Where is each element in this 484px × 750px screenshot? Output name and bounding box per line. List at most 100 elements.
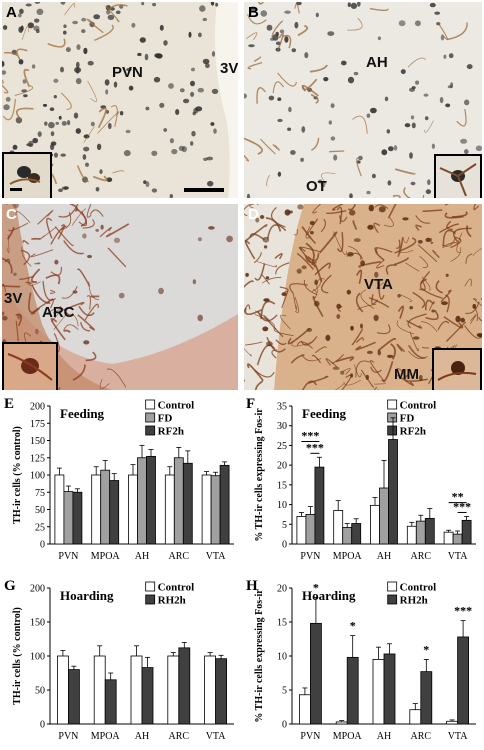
inset-b xyxy=(434,154,482,198)
cell-nucleus xyxy=(169,138,174,144)
bar xyxy=(452,533,463,545)
region-label-pvn: PVN xyxy=(112,64,143,81)
fiber xyxy=(478,316,482,322)
cell-nucleus xyxy=(60,2,66,5)
cell-nucleus xyxy=(384,96,389,102)
cell-nucleus xyxy=(367,224,374,230)
cell-nucleus xyxy=(61,186,68,190)
cell-nucleus xyxy=(268,95,275,101)
fiber xyxy=(336,232,344,253)
fiber xyxy=(423,289,443,299)
y-tick-label: 150 xyxy=(30,618,45,629)
cell-nucleus xyxy=(460,138,468,144)
cell-nucleus xyxy=(108,122,112,130)
legend-swatch xyxy=(387,399,398,410)
cell-nucleus xyxy=(81,17,87,22)
panel-label-a: A xyxy=(6,4,17,21)
fiber xyxy=(370,366,382,373)
fiber xyxy=(8,222,29,232)
inset-a xyxy=(2,152,52,198)
cell-nucleus xyxy=(291,48,297,53)
fiber xyxy=(396,343,406,353)
cell-nucleus xyxy=(63,30,67,35)
cell-nucleus xyxy=(356,160,361,164)
fiber xyxy=(247,14,267,25)
fiber xyxy=(86,204,92,218)
inset-c xyxy=(2,342,58,390)
scale-bar-main xyxy=(184,188,224,192)
cell-nucleus xyxy=(336,314,341,319)
cell-nucleus xyxy=(42,103,48,107)
fiber xyxy=(2,311,5,317)
cell-nucleus xyxy=(368,204,374,212)
cell-nucleus xyxy=(50,141,57,146)
cell-nucleus xyxy=(443,54,447,59)
cell-nucleus xyxy=(418,374,423,382)
y-tick-label: 200 xyxy=(30,584,45,595)
cell-nucleus xyxy=(360,260,365,267)
y-tick-label: 35 xyxy=(277,402,287,413)
cell-nucleus xyxy=(460,317,465,323)
cell-nucleus xyxy=(126,67,132,72)
cell-nucleus xyxy=(141,2,145,6)
cell-nucleus xyxy=(152,2,157,7)
legend-label: FD xyxy=(158,413,173,425)
fiber xyxy=(409,331,419,352)
cell-nucleus xyxy=(347,2,351,7)
fiber xyxy=(254,380,264,390)
cell-nucleus xyxy=(425,189,432,195)
cell-nucleus xyxy=(259,215,265,219)
legend-swatch xyxy=(145,594,156,605)
panel-label-c: C xyxy=(6,206,17,223)
cell-nucleus xyxy=(381,149,388,156)
cell-nucleus xyxy=(96,143,102,150)
y-tick-label: 25 xyxy=(35,522,45,533)
fiber xyxy=(355,360,370,378)
fiber xyxy=(256,261,278,268)
fiber xyxy=(339,215,348,223)
cell-nucleus xyxy=(350,325,354,331)
fiber xyxy=(341,374,352,390)
bar xyxy=(457,636,470,725)
fiber xyxy=(46,299,54,309)
y-tick-label: 10 xyxy=(277,652,287,663)
cell-nucleus xyxy=(158,287,164,295)
fiber xyxy=(261,274,270,285)
fiber xyxy=(254,263,266,281)
bar xyxy=(305,514,316,545)
fiber xyxy=(397,374,414,386)
cell-nucleus xyxy=(415,80,420,85)
cell-nucleus xyxy=(255,217,260,223)
cell-nucleus xyxy=(202,58,210,65)
cell-nucleus xyxy=(400,69,406,75)
bar xyxy=(210,475,221,545)
legend-swatch xyxy=(145,399,156,410)
fiber xyxy=(326,210,347,215)
fiber xyxy=(19,275,34,281)
cell-nucleus xyxy=(431,143,435,149)
cell-nucleus xyxy=(409,152,413,159)
cell-nucleus xyxy=(192,279,197,285)
fiber xyxy=(405,262,420,272)
cell-nucleus xyxy=(213,128,217,134)
cell-nucleus xyxy=(386,129,390,134)
region-label-mm: MM xyxy=(394,366,419,383)
fiber xyxy=(85,351,97,362)
cell-nucleus xyxy=(63,24,67,29)
chart-panel-g: G 0 50 100 150 200 TH-ir cells (% control) Hoar… xyxy=(4,578,234,742)
cell-nucleus xyxy=(475,145,482,152)
region-label-3v: 3V xyxy=(220,60,238,77)
cell-nucleus xyxy=(154,53,162,58)
cell-nucleus xyxy=(306,327,313,332)
cell-nucleus xyxy=(412,336,420,340)
cell-nucleus xyxy=(100,224,104,230)
bar xyxy=(91,474,102,545)
x-tick-label: ARC xyxy=(169,551,190,562)
cell-nucleus xyxy=(448,53,454,59)
fiber xyxy=(377,280,385,300)
bar xyxy=(72,491,83,545)
cell-nucleus xyxy=(309,220,315,226)
cell-nucleus xyxy=(73,112,79,119)
fiber xyxy=(290,354,305,364)
legend-label: RH2h xyxy=(400,595,428,607)
